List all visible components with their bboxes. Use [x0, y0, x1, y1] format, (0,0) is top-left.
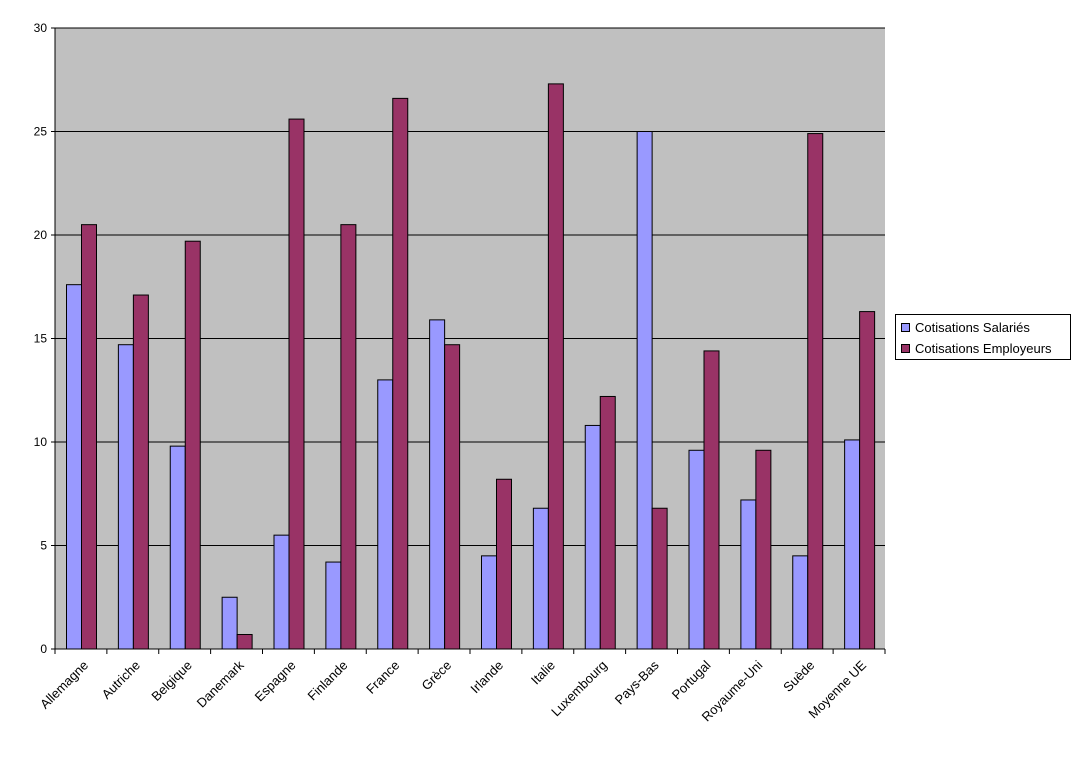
bar-salaries [325, 561, 342, 650]
bar-employeurs [132, 294, 149, 650]
bar-employeurs [859, 311, 876, 650]
y-tick-labels: 0 5 10 15 20 25 30 [34, 21, 48, 656]
bar-employeurs [651, 507, 668, 650]
y-tick-label: 20 [34, 228, 48, 242]
bar-salaries [688, 449, 705, 650]
x-tick-label: Italie [528, 658, 558, 688]
x-tick-label: Luxembourg [548, 658, 610, 720]
legend-swatch-employeurs [901, 344, 910, 354]
axes [54, 28, 886, 654]
bar-employeurs [444, 344, 461, 650]
bar-employeurs [340, 224, 357, 650]
y-tick-label: 30 [34, 21, 48, 35]
y-tick-label: 10 [34, 435, 48, 449]
bar-salaries [481, 555, 497, 650]
x-tick-label: Portugal [669, 657, 714, 702]
legend-label-employeurs: Cotisations Employeurs [915, 341, 1052, 356]
bar-salaries [636, 131, 653, 650]
bar-employeurs [755, 449, 772, 650]
x-tick-label: Belgique [148, 658, 194, 704]
bar-salaries [792, 555, 809, 650]
bar-salaries [117, 344, 134, 650]
bar-salaries [740, 499, 757, 650]
bar-salaries [584, 424, 601, 650]
x-tick-label: Allemagne [37, 658, 91, 712]
x-tick-label: Espagne [252, 658, 299, 705]
bar-employeurs [807, 133, 824, 650]
bar-employeurs [496, 478, 512, 650]
bar-employeurs [236, 634, 253, 650]
bar-salaries [429, 319, 446, 650]
x-tick-label: Suède [780, 658, 817, 695]
bar-employeurs [81, 224, 97, 650]
x-tick-label: Pays-Bas [612, 657, 662, 707]
x-tick-label: France [363, 658, 402, 697]
x-tick-label: Finlande [305, 658, 351, 704]
y-tick-label: 5 [40, 539, 47, 553]
bar-salaries [66, 284, 82, 650]
y-tick-label: 25 [34, 125, 48, 139]
y-tick-label: 0 [40, 642, 47, 656]
legend-swatch-salaries [901, 323, 910, 333]
bar-employeurs [547, 83, 564, 650]
bar-salaries [377, 379, 394, 650]
y-tick-label: 15 [34, 332, 48, 346]
x-tick-label: Danemark [194, 657, 247, 710]
bar-salaries [844, 439, 861, 650]
legend-item-salaries: Cotisations Salariés [901, 320, 1030, 336]
x-tick-label: Autriche [99, 658, 143, 702]
bar-salaries [532, 507, 549, 650]
x-tick-label: Irlande [467, 658, 506, 697]
bar-employeurs [184, 240, 201, 650]
legend-item-employeurs: Cotisations Employeurs [901, 341, 1052, 357]
bar-employeurs [288, 118, 305, 650]
bars [66, 83, 876, 650]
bar-salaries [169, 445, 186, 650]
legend: Cotisations Salariés Cotisations Employe… [895, 314, 1071, 360]
bar-salaries [221, 596, 238, 650]
bar-salaries [273, 534, 290, 650]
bar-employeurs [392, 97, 409, 650]
x-tick-label: Grèce [419, 658, 455, 694]
legend-label-salaries: Cotisations Salariés [915, 320, 1030, 335]
bar-employeurs [599, 395, 616, 650]
bar-employeurs [703, 350, 720, 650]
